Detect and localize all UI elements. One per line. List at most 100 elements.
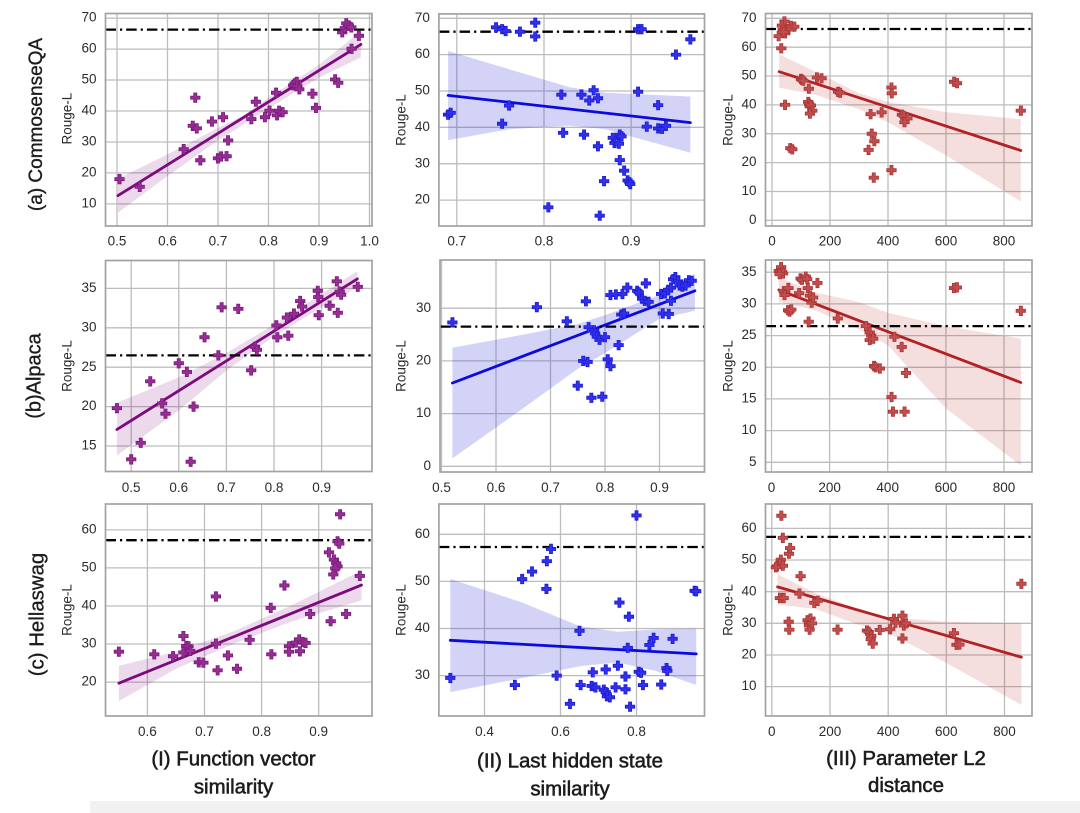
svg-text:15: 15	[741, 390, 756, 405]
svg-text:60: 60	[415, 46, 430, 61]
svg-text:30: 30	[81, 636, 96, 651]
svg-text:(III) Parameter L2: (III) Parameter L2	[826, 748, 986, 770]
svg-text:1.0: 1.0	[360, 234, 379, 249]
svg-text:30: 30	[415, 667, 430, 682]
svg-text:Rouge-L: Rouge-L	[60, 92, 75, 144]
svg-text:0.9: 0.9	[622, 234, 641, 249]
svg-text:(c) Hellaswag: (c) Hellaswag	[26, 553, 48, 677]
svg-text:0: 0	[768, 724, 776, 739]
svg-text:400: 400	[877, 234, 900, 249]
svg-text:20: 20	[81, 164, 96, 179]
svg-text:0.9: 0.9	[310, 234, 329, 249]
svg-text:60: 60	[415, 526, 430, 541]
svg-text:Rouge-L: Rouge-L	[394, 94, 409, 146]
svg-text:Rouge-L: Rouge-L	[721, 94, 736, 146]
svg-text:200: 200	[819, 234, 842, 249]
svg-text:30: 30	[81, 319, 96, 334]
svg-text:0.9: 0.9	[309, 724, 328, 739]
svg-text:60: 60	[81, 41, 96, 56]
svg-text:0.6: 0.6	[551, 724, 570, 739]
svg-text:800: 800	[993, 234, 1016, 249]
svg-text:60: 60	[81, 521, 96, 536]
svg-text:40: 40	[741, 96, 756, 111]
svg-text:0.8: 0.8	[535, 234, 554, 249]
svg-text:0: 0	[768, 234, 776, 249]
svg-text:5: 5	[749, 454, 757, 469]
svg-text:25: 25	[741, 327, 756, 342]
svg-text:Rouge-L: Rouge-L	[394, 340, 409, 392]
svg-text:(II) Last hidden state: (II) Last hidden state	[477, 750, 663, 772]
svg-text:0.7: 0.7	[541, 480, 560, 495]
svg-text:20: 20	[741, 359, 756, 374]
svg-text:0.6: 0.6	[138, 724, 157, 739]
svg-text:0.5: 0.5	[108, 234, 127, 249]
svg-text:Rouge-L: Rouge-L	[721, 584, 736, 636]
svg-text:50: 50	[81, 72, 96, 87]
svg-text:35: 35	[81, 280, 96, 295]
svg-text:40: 40	[415, 119, 430, 134]
svg-text:50: 50	[741, 68, 756, 83]
svg-text:70: 70	[741, 10, 756, 25]
svg-text:800: 800	[993, 480, 1016, 495]
svg-text:0.7: 0.7	[209, 234, 228, 249]
svg-text:30: 30	[741, 295, 756, 310]
svg-text:0.8: 0.8	[259, 234, 278, 249]
svg-text:40: 40	[741, 583, 756, 598]
svg-text:distance: distance	[868, 775, 944, 797]
svg-text:Rouge-L: Rouge-L	[394, 584, 409, 636]
svg-text:20: 20	[416, 352, 431, 367]
svg-text:0.8: 0.8	[627, 724, 646, 739]
svg-text:0.5: 0.5	[432, 480, 451, 495]
svg-text:40: 40	[81, 103, 96, 118]
svg-text:0.7: 0.7	[195, 724, 214, 739]
svg-text:20: 20	[741, 647, 756, 662]
svg-text:800: 800	[993, 724, 1016, 739]
svg-text:50: 50	[415, 83, 430, 98]
svg-text:25: 25	[81, 359, 96, 374]
svg-text:200: 200	[819, 724, 842, 739]
svg-text:35: 35	[741, 264, 756, 279]
svg-text:(a) CommosenseQA: (a) CommosenseQA	[26, 38, 47, 211]
svg-text:200: 200	[818, 480, 841, 495]
svg-text:0: 0	[423, 458, 431, 473]
svg-text:30: 30	[741, 615, 756, 630]
svg-text:60: 60	[741, 520, 756, 535]
svg-text:20: 20	[415, 192, 430, 207]
svg-text:70: 70	[415, 10, 430, 25]
svg-text:20: 20	[81, 398, 96, 413]
svg-text:similarity: similarity	[530, 778, 610, 800]
svg-text:0.9: 0.9	[312, 480, 331, 495]
svg-text:10: 10	[81, 195, 96, 210]
svg-text:Rouge-L: Rouge-L	[60, 340, 75, 392]
svg-text:10: 10	[741, 422, 756, 437]
svg-text:0.7: 0.7	[447, 234, 466, 249]
svg-text:0.6: 0.6	[158, 234, 177, 249]
svg-text:0: 0	[768, 480, 776, 495]
svg-text:0: 0	[749, 212, 757, 227]
svg-text:400: 400	[876, 480, 899, 495]
svg-text:30: 30	[741, 125, 756, 140]
svg-text:similarity: similarity	[194, 776, 274, 798]
svg-text:50: 50	[81, 559, 96, 574]
svg-text:60: 60	[741, 39, 756, 54]
svg-text:0.9: 0.9	[650, 480, 669, 495]
svg-text:600: 600	[935, 724, 958, 739]
svg-text:50: 50	[415, 573, 430, 588]
svg-text:30: 30	[81, 134, 96, 149]
svg-text:Rouge-L: Rouge-L	[721, 340, 736, 392]
svg-text:0.8: 0.8	[596, 480, 615, 495]
svg-text:50: 50	[741, 552, 756, 567]
svg-text:(b)Alpaca: (b)Alpaca	[23, 332, 45, 418]
svg-text:0.8: 0.8	[252, 724, 271, 739]
svg-text:10: 10	[741, 183, 756, 198]
svg-text:20: 20	[81, 674, 96, 689]
svg-text:Rouge-L: Rouge-L	[60, 584, 75, 636]
svg-text:30: 30	[416, 300, 431, 315]
svg-text:0.7: 0.7	[217, 480, 236, 495]
svg-text:40: 40	[81, 598, 96, 613]
svg-text:0.6: 0.6	[169, 480, 188, 495]
svg-text:600: 600	[935, 480, 958, 495]
svg-text:400: 400	[877, 724, 900, 739]
svg-text:0.5: 0.5	[122, 480, 141, 495]
svg-text:600: 600	[935, 234, 958, 249]
